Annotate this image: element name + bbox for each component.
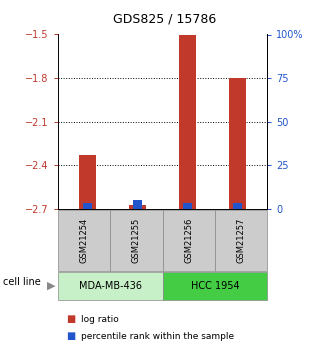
Text: ▶: ▶ xyxy=(47,281,55,291)
Text: MDA-MB-436: MDA-MB-436 xyxy=(79,281,142,291)
Text: GSM21256: GSM21256 xyxy=(184,218,193,263)
Text: GSM21255: GSM21255 xyxy=(132,218,141,263)
Text: cell line: cell line xyxy=(3,277,41,287)
Bar xyxy=(233,204,242,209)
Text: GSM21257: GSM21257 xyxy=(237,218,246,263)
Bar xyxy=(79,155,96,209)
Bar xyxy=(183,204,192,209)
Text: GDS825 / 15786: GDS825 / 15786 xyxy=(114,12,216,25)
Bar xyxy=(83,204,92,209)
Bar xyxy=(229,78,246,209)
Text: percentile rank within the sample: percentile rank within the sample xyxy=(81,332,234,341)
Text: GSM21254: GSM21254 xyxy=(80,218,88,263)
Text: ■: ■ xyxy=(66,314,75,324)
Text: log ratio: log ratio xyxy=(81,315,118,324)
Bar xyxy=(133,200,142,209)
Text: ■: ■ xyxy=(66,332,75,341)
Bar xyxy=(129,205,146,209)
Bar xyxy=(179,34,196,209)
Text: HCC 1954: HCC 1954 xyxy=(191,281,239,291)
